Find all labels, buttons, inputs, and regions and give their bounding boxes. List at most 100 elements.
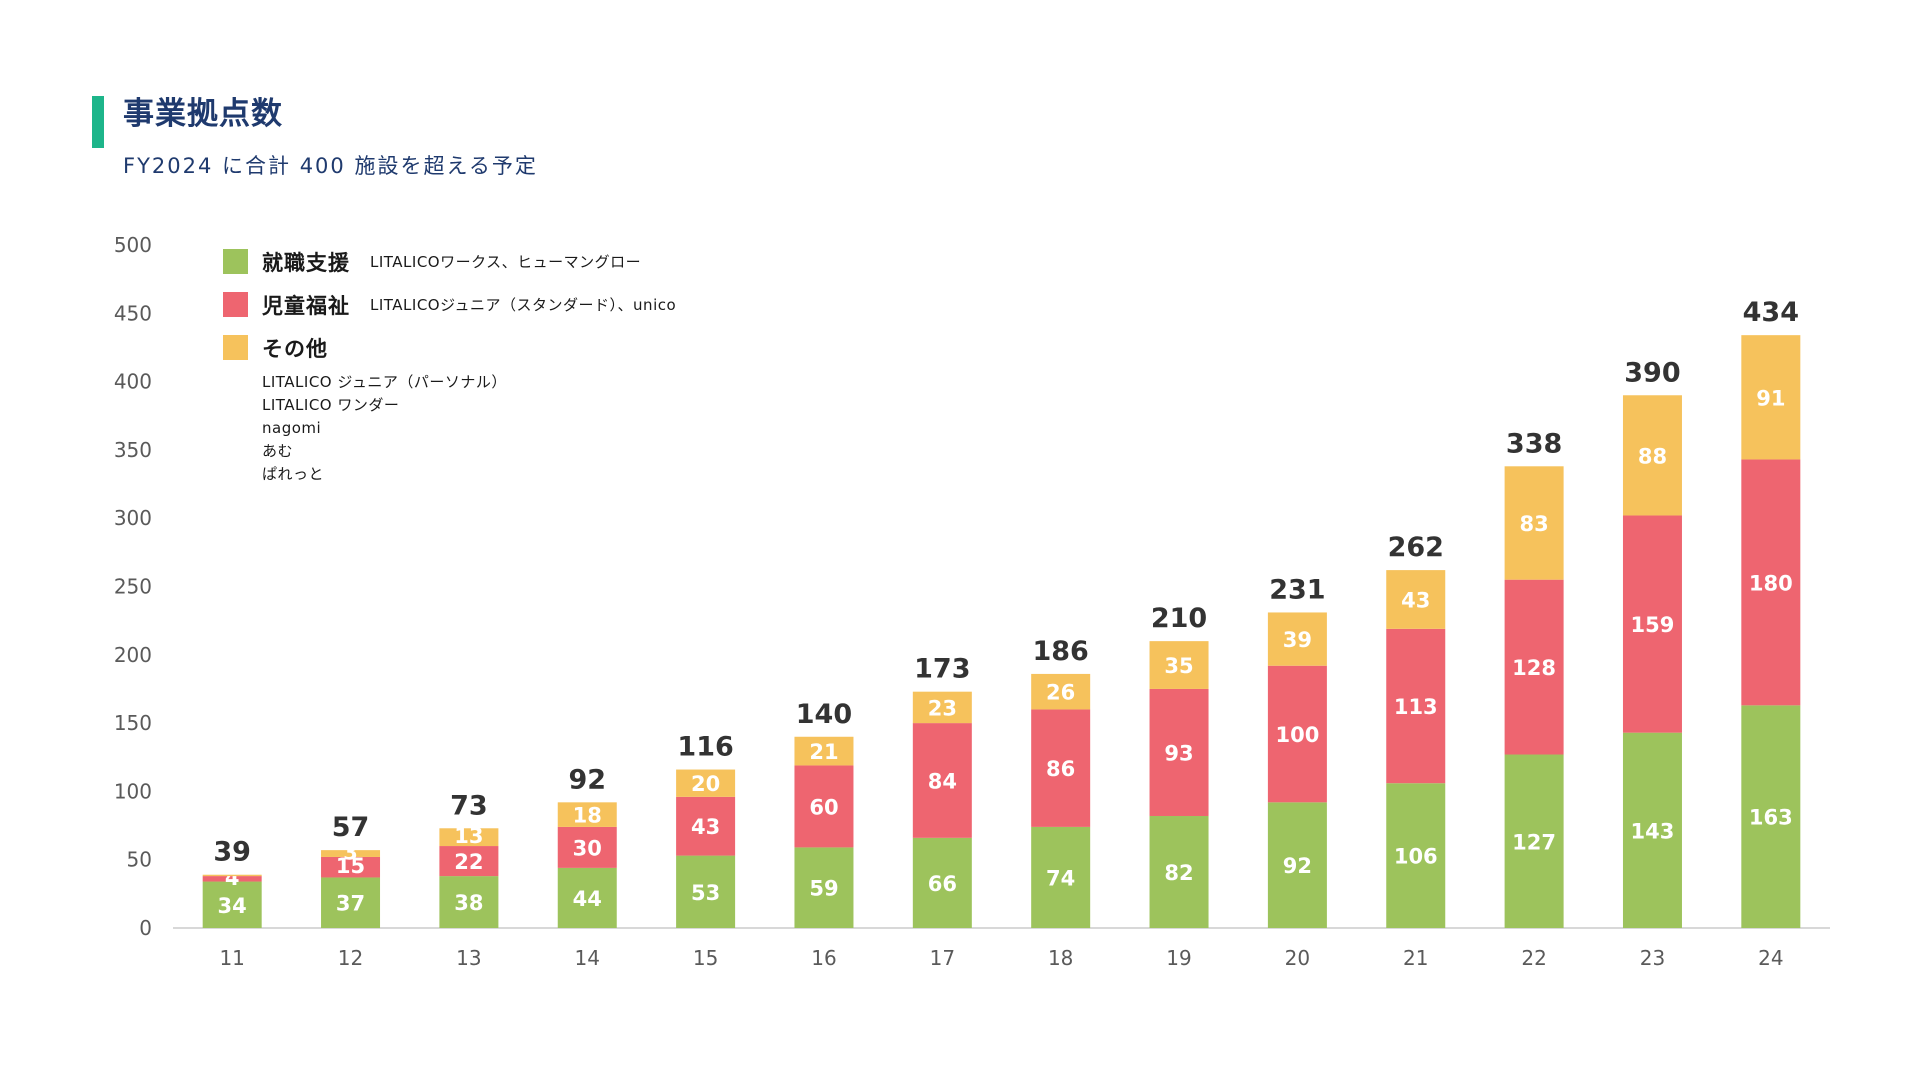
segment-label-employment: 92 <box>1283 854 1312 878</box>
legend-name-child-welfare: 児童福祉 <box>262 293 350 318</box>
bar-segment-employment <box>321 877 381 928</box>
segment-label-other: 3 <box>343 841 358 865</box>
x-tick-label: 16 <box>811 946 836 970</box>
segment-label-child-welfare: 4 <box>225 866 240 890</box>
bar-segment-employment <box>1267 802 1327 928</box>
bar-segment-child-welfare <box>1386 628 1446 784</box>
bar-total-label: 390 <box>1624 357 1680 388</box>
segment-label-child-welfare: 60 <box>809 795 838 819</box>
y-tick-label: 450 <box>114 301 152 325</box>
bar-total-label: 338 <box>1506 428 1562 459</box>
bar-total-label: 262 <box>1388 532 1444 563</box>
legend-item-child-welfare: 児童福祉 LITALICOジュニア（スタンダード）、unico <box>223 283 676 326</box>
segment-label-other: 39 <box>1283 628 1312 652</box>
segment-label-employment: 106 <box>1394 845 1438 869</box>
bar-segment-employment <box>1386 783 1446 928</box>
bar-segment-employment <box>1149 815 1209 928</box>
segment-label-employment: 44 <box>573 887 602 911</box>
segment-label-other: 35 <box>1164 654 1193 678</box>
bar-total-label: 73 <box>450 790 488 821</box>
segment-label-child-welfare: 22 <box>454 850 483 874</box>
segment-label-employment: 37 <box>336 892 365 916</box>
bar-segment-other <box>1267 612 1327 666</box>
bar-segment-employment <box>676 855 736 928</box>
segment-label-other: 21 <box>809 740 838 764</box>
bar-segment-other <box>1741 335 1801 460</box>
y-tick-label: 400 <box>114 370 152 394</box>
segment-label-other: 88 <box>1638 444 1667 468</box>
segment-label-other: 18 <box>573 804 602 828</box>
bar-segment-child-welfare <box>1267 665 1327 803</box>
legend-item-employment: 就職支援 LITALICOワークス、ヒューマングロー <box>223 240 676 283</box>
bar-total-label: 57 <box>332 812 370 843</box>
legend-name-employment: 就職支援 <box>262 250 350 275</box>
title-accent-bar <box>92 96 104 148</box>
segment-label-employment: 163 <box>1749 806 1793 830</box>
bar-segment-child-welfare <box>439 846 499 877</box>
bar-segment-other <box>1031 673 1091 710</box>
segment-label-employment: 127 <box>1512 830 1556 854</box>
x-tick-label: 12 <box>338 946 363 970</box>
bar-segment-child-welfare <box>1149 688 1209 816</box>
bar-segment-other <box>794 736 854 766</box>
bar-segment-employment <box>1504 754 1564 928</box>
segment-label-other: 20 <box>691 772 720 796</box>
y-tick-label: 250 <box>114 575 152 599</box>
legend-name-other: その他 <box>262 336 328 361</box>
legend-other-item: LITALICO ワンダー <box>262 396 400 414</box>
bar-segment-child-welfare <box>794 765 854 848</box>
segment-label-employment: 53 <box>691 881 720 905</box>
bar-total-label: 173 <box>914 654 970 685</box>
bar-segment-child-welfare <box>1622 515 1682 733</box>
y-tick-label: 300 <box>114 506 152 530</box>
x-tick-label: 17 <box>930 946 955 970</box>
segment-label-employment: 34 <box>218 894 247 918</box>
segment-label-child-welfare: 113 <box>1394 695 1438 719</box>
segment-label-other: 23 <box>928 696 957 720</box>
bar-segment-other <box>321 850 381 857</box>
bar-segment-child-welfare <box>557 826 617 868</box>
legend-other-item: あむ <box>262 442 294 460</box>
x-tick-label: 24 <box>1758 946 1783 970</box>
segment-label-child-welfare: 180 <box>1749 571 1793 595</box>
page-subtitle: FY2024 に合計 400 施設を超える予定 <box>123 154 538 178</box>
bar-segment-other <box>439 828 499 847</box>
x-tick-label: 15 <box>693 946 718 970</box>
bar-segment-child-welfare <box>1031 709 1091 827</box>
page-title: 事業拠点数 <box>123 96 283 132</box>
bar-segment-child-welfare <box>676 796 736 856</box>
bar-segment-employment <box>912 837 972 928</box>
bar-total-label: 39 <box>213 837 251 868</box>
y-tick-label: 100 <box>114 779 152 803</box>
segment-label-employment: 74 <box>1046 866 1075 890</box>
bar-total-label: 140 <box>796 699 852 730</box>
bar-segment-other <box>1622 395 1682 516</box>
bar-segment-other <box>1386 570 1446 629</box>
bar-segment-child-welfare <box>321 856 381 878</box>
segment-label-child-welfare: 43 <box>691 815 720 839</box>
bar-segment-employment <box>794 847 854 928</box>
segment-label-other: 91 <box>1756 386 1785 410</box>
legend-desc-employment: LITALICOワークス、ヒューマングロー <box>370 253 642 271</box>
y-tick-label: 350 <box>114 438 152 462</box>
segment-label-employment: 38 <box>454 891 483 915</box>
segment-label-other: 26 <box>1046 681 1075 705</box>
bar-segment-other <box>676 769 736 797</box>
legend-item-other: その他 <box>223 326 676 369</box>
bar-segment-other <box>912 691 972 724</box>
x-tick-label: 22 <box>1521 946 1546 970</box>
segment-label-employment: 59 <box>809 877 838 901</box>
segment-label-other: 43 <box>1401 588 1430 612</box>
bar-segment-child-welfare <box>202 876 262 882</box>
x-tick-label: 18 <box>1048 946 1073 970</box>
segment-label-child-welfare: 15 <box>336 854 365 878</box>
legend-other-list: LITALICO ジュニア（パーソナル） LITALICO ワンダー nagom… <box>262 371 676 486</box>
segment-label-employment: 66 <box>928 872 957 896</box>
bar-segment-other <box>202 874 262 877</box>
segment-label-child-welfare: 100 <box>1275 723 1319 747</box>
segment-label-child-welfare: 84 <box>928 769 957 793</box>
x-tick-label: 13 <box>456 946 481 970</box>
segment-label-child-welfare: 86 <box>1046 757 1075 781</box>
y-tick-label: 500 <box>114 233 152 257</box>
